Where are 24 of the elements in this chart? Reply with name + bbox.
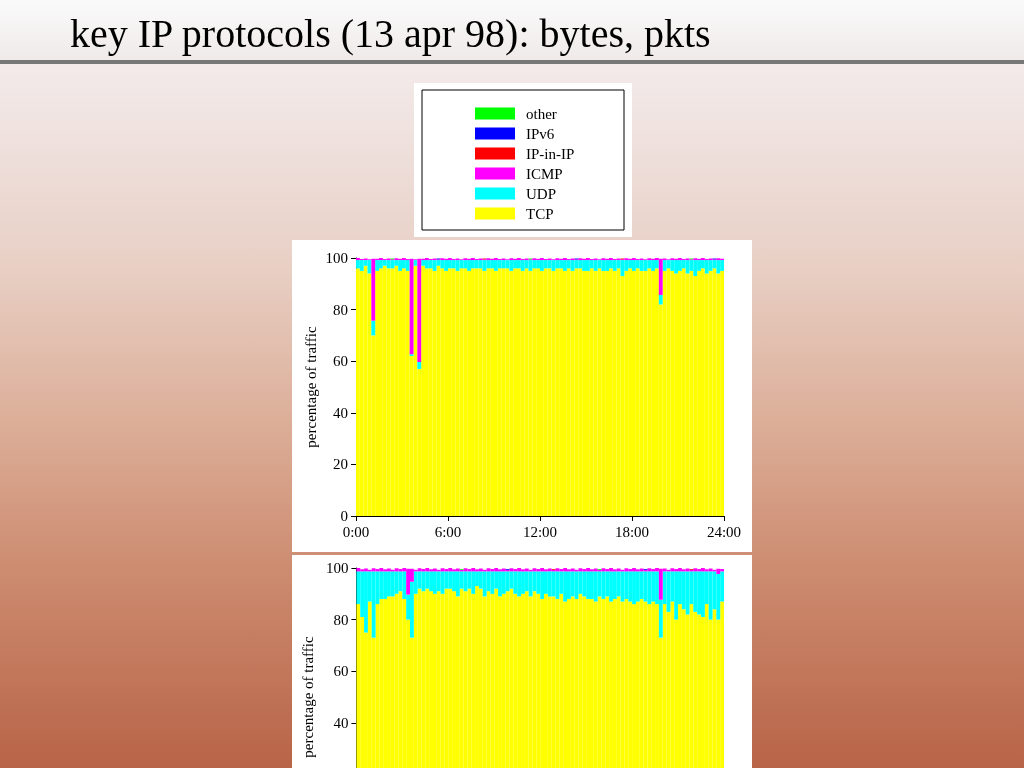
legend-label: ICMP <box>526 165 563 182</box>
y-tick-label: 40 <box>333 714 349 731</box>
x-tick-label: 24:00 <box>706 523 742 540</box>
x-tick-label: 0:00 <box>342 523 370 540</box>
legend-label: IP-in-IP <box>526 145 575 162</box>
y-tick-label: 80 <box>333 611 349 628</box>
x-tick-label: 12:00 <box>522 523 558 540</box>
y-tick-label: 100 <box>325 560 349 576</box>
y-tick-label: 60 <box>333 353 348 370</box>
legend-label: UDP <box>526 185 557 202</box>
chart-title: key IP protocols (13 apr 98): bytes, pkts <box>70 10 711 56</box>
y-tick-label: 60 <box>333 663 349 680</box>
x-tick-label: 6:00 <box>434 523 462 540</box>
legend-label: IPv6 <box>526 125 555 142</box>
y-tick-label: 80 <box>333 301 348 318</box>
legend-label: TCP <box>526 205 554 222</box>
y-tick-label: 0 <box>340 508 348 524</box>
y-tick-label: 40 <box>333 404 348 421</box>
x-tick-label: 18:00 <box>614 523 650 540</box>
legend-label: other <box>526 105 557 122</box>
y-axis-title: percentage of traffic <box>302 326 319 448</box>
y-tick-label: 100 <box>325 250 348 266</box>
y-axis-title: percentage of traffic <box>299 636 316 758</box>
y-tick-label: 20 <box>333 456 348 473</box>
